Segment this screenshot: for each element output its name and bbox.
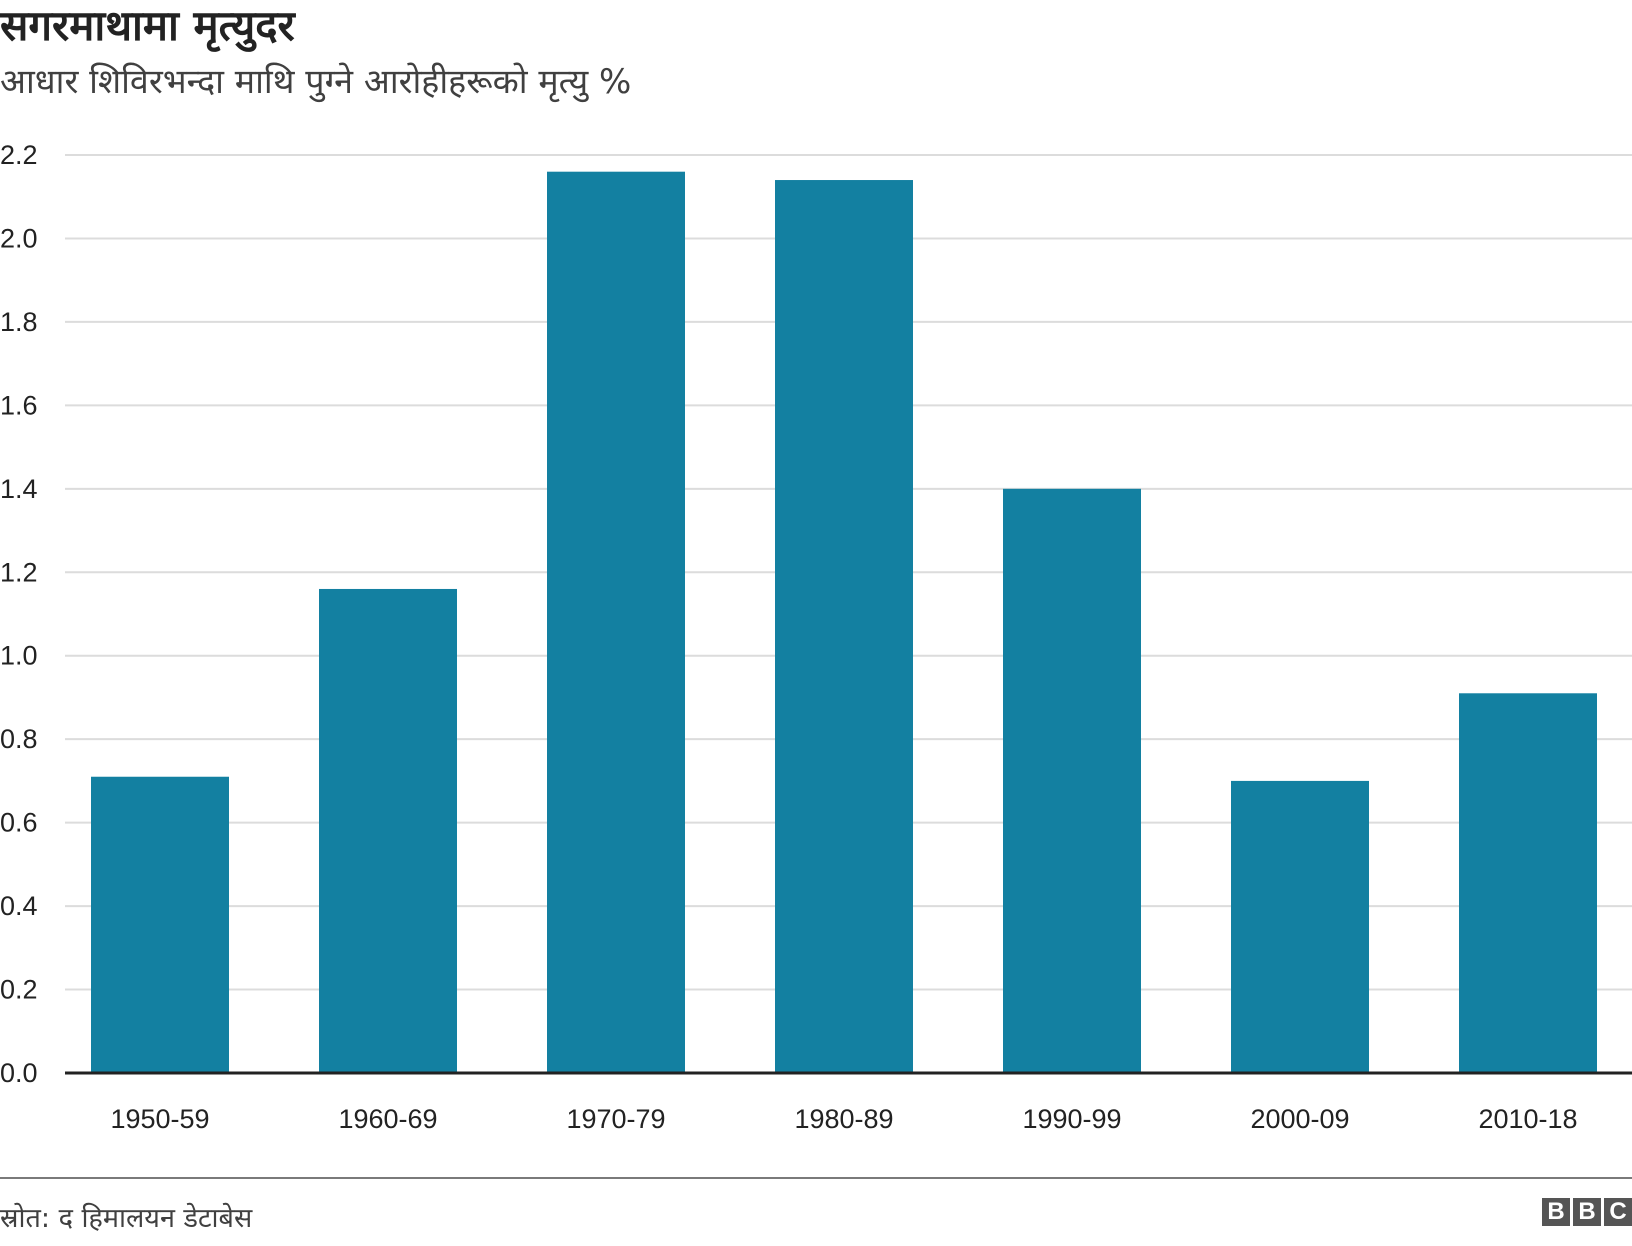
y-tick-label: 0.2 [0, 975, 38, 1005]
x-tick-label: 1960-69 [338, 1104, 437, 1134]
source-note: स्रोत: द हिमालयन डेटाबेस [0, 1203, 253, 1234]
bar [319, 588, 457, 1073]
chart-subtitle: आधार शिविरभन्दा माथि पुग्ने आरोहीहरूको म… [0, 62, 632, 102]
bbc-logo-letter: B [1573, 1198, 1601, 1226]
bar [1003, 488, 1141, 1073]
bbc-logo: B B C [1542, 1198, 1632, 1226]
bar [91, 776, 229, 1073]
bbc-logo-letter: C [1604, 1198, 1632, 1226]
x-tick-label: 1950-59 [110, 1104, 209, 1134]
footer-divider [0, 1177, 1632, 1179]
bar [775, 180, 913, 1073]
x-tick-label: 2010-18 [1478, 1104, 1577, 1134]
y-tick-label: 1.6 [0, 390, 38, 420]
y-tick-label: 1.0 [0, 641, 38, 671]
x-tick-label: 1990-99 [1022, 1104, 1121, 1134]
y-tick-label: 0.8 [0, 724, 38, 754]
bbc-logo-letter: B [1542, 1198, 1570, 1226]
bar [1459, 693, 1597, 1073]
bar-chart: 0.0 0.2 0.4 0.6 0.8 1.0 1.2 1.4 1.6 1.8 2.0 2.2 1950… [0, 140, 1632, 1134]
x-tick-label: 2000-09 [1250, 1104, 1349, 1134]
bar [547, 171, 685, 1073]
y-tick-label: 0.0 [0, 1058, 38, 1088]
y-tick-label: 1.2 [0, 557, 38, 587]
y-tick-label: 0.4 [0, 891, 38, 921]
y-tick-label: 1.8 [0, 307, 38, 337]
y-tick-label: 0.6 [0, 808, 38, 838]
x-tick-label: 1980-89 [794, 1104, 893, 1134]
bar [1231, 780, 1369, 1073]
x-tick-label: 1970-79 [566, 1104, 665, 1134]
chart-title: सगरमाथामा मृत्युदर [0, 1, 295, 50]
y-tick-label: 2.2 [0, 140, 38, 170]
y-tick-label: 2.0 [0, 223, 38, 253]
y-tick-label: 1.4 [0, 474, 38, 504]
